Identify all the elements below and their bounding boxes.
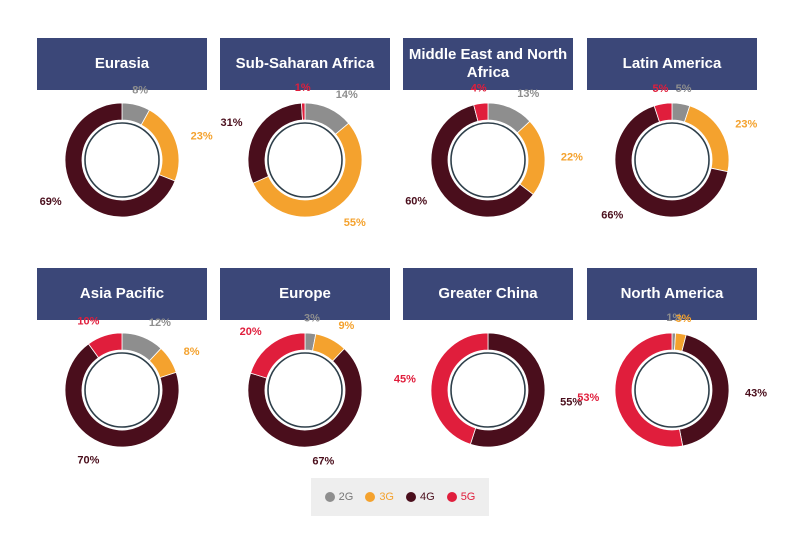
donut-chart-sub-saharan-africa: 14% 55% 31% 1% [221,82,366,229]
donut-chart-eurasia: 8% 23% 69% [40,84,213,218]
legend: 2G 3G 4G 5G [311,478,489,516]
chart-title-greater-china: Greater China [403,268,573,320]
slice-5g-asia-pacific [87,332,123,359]
slice-4g-europe [247,348,363,448]
chart-title-middle-east-and-north-africa: Middle East and North Africa [403,38,573,90]
chart-title-asia-pacific: Asia Pacific [37,268,207,320]
legend-item-4g: 4G [406,491,435,503]
chart-title-eurasia: Eurasia [37,38,207,90]
data-label-3g-sub-saharan-africa: 55% [344,217,366,229]
data-label-4g-latin-america: 66% [601,209,623,221]
donut-center-ring-latin-america [634,122,710,198]
donut-chart-europe: 3% 9% 67% 20% [240,312,363,468]
legend-swatch-3g-icon [365,492,376,502]
donut-chart-latin-america: 5% 23% 66% 5% [601,83,757,221]
data-label-2g-middle-east-and-north-africa: 13% [517,88,539,100]
slice-5g-europe [250,332,306,379]
data-label-4g-sub-saharan-africa: 31% [221,117,243,129]
slice-5g-sub-saharan-africa [301,102,306,121]
data-label-2g-eurasia: 8% [132,84,148,96]
data-label-5g-latin-america: 5% [653,83,669,95]
data-label-4g-north-america: 43% [745,387,767,399]
panel-asia-pacific: Asia Pacific 12% 8% 70% 10% [37,268,207,498]
donut-chart-middle-east-and-north-africa: 13% 22% 60% 4% [405,83,583,218]
data-label-4g-greater-china: 55% [560,396,582,408]
panel-europe: Europe 3% 9% 67% 20% [220,268,390,498]
data-label-3g-middle-east-and-north-africa: 22% [561,152,583,164]
donut-chart-greater-china: 55% 45% [394,332,582,448]
legend-label-2g: 2G [338,491,354,503]
data-label-4g-eurasia: 69% [40,196,62,208]
donut-chart-asia-pacific: 12% 8% 70% 10% [64,316,200,466]
data-label-3g-eurasia: 23% [191,130,213,142]
donut-center-ring-sub-saharan-africa [267,122,343,198]
data-label-5g-north-america: 53% [577,392,599,404]
data-label-3g-north-america: 3% [675,313,691,325]
data-label-2g-sub-saharan-africa: 14% [336,89,358,101]
donut-chart-north-america: 1%3% 43% 53% [577,312,767,448]
data-label-2g-asia-pacific: 12% [149,317,171,329]
chart-title-europe: Europe [220,268,390,320]
legend-swatch-5g-icon [446,492,457,502]
data-label-5g-asia-pacific: 10% [77,316,99,328]
legend-swatch-2g-icon [324,492,335,502]
chart-title-latin-america: Latin America [587,38,757,90]
donut-center-ring-greater-china [450,352,526,428]
donut-center-ring-middle-east-and-north-africa [450,122,526,198]
legend-item-3g: 3G [365,491,394,503]
donut-center-ring-eurasia [84,122,160,198]
donut-center-ring-asia-pacific [84,352,160,428]
slice-3g-sub-saharan-africa [252,122,363,218]
legend-item-5g: 5G [446,491,476,503]
legend-label-5g: 5G [460,491,476,503]
panel-sub-saharan-africa: Sub-Saharan Africa 14% 55% 31% 1% [220,38,390,268]
slice-4g-eurasia [64,102,176,218]
slice-5g-middle-east-and-north-africa [473,102,489,122]
slice-5g-latin-america [653,102,673,123]
data-label-4g-asia-pacific: 70% [77,454,99,466]
data-label-2g-north-america: 1% [666,312,682,324]
panel-eurasia: Eurasia 8% 23% 69% [37,38,213,268]
legend-label-4g: 4G [420,491,435,503]
panel-greater-china: Greater China 55% 45% [394,268,582,498]
slice-4g-asia-pacific [64,343,180,448]
slice-5g-north-america [614,332,684,448]
slice-4g-latin-america [614,105,729,218]
data-label-2g-europe: 3% [304,312,320,324]
legend-label-3g: 3G [379,491,394,503]
slice-5g-greater-china [430,332,489,445]
panel-north-america: North America 1% 3% 43% 53% [577,268,767,498]
slice-4g-greater-china [469,332,546,448]
chart-title-sub-saharan-africa: Sub-Saharan Africa [220,38,390,90]
legend-item-2g: 2G [324,491,354,503]
data-label-3g-europe: 9% [338,320,354,332]
slice-4g-middle-east-and-north-africa [430,104,534,218]
chart-title-north-america: North America [587,268,757,320]
data-label-3g-latin-america: 23% [735,119,757,131]
data-label-5g-europe: 20% [240,326,262,338]
data-label-5g-middle-east-and-north-africa: 4% [471,83,487,95]
data-label-4g-middle-east-and-north-africa: 60% [405,195,427,207]
data-label-5g-sub-saharan-africa: 1% [295,82,311,94]
donut-center-ring-north-america [634,352,710,428]
panel-latin-america: Latin America 5% 23% 66% 5% [587,38,757,268]
data-label-3g-asia-pacific: 8% [184,346,200,358]
data-label-2g-latin-america: 5% [676,83,692,95]
panel-middle-east-and-north-africa: Middle East and North Africa 13% 22% 60% 4% [403,38,583,268]
data-label-4g-europe: 67% [312,456,334,468]
data-label-5g-greater-china: 45% [394,374,416,386]
donut-center-ring-europe [267,352,343,428]
legend-swatch-4g-icon [406,492,416,502]
